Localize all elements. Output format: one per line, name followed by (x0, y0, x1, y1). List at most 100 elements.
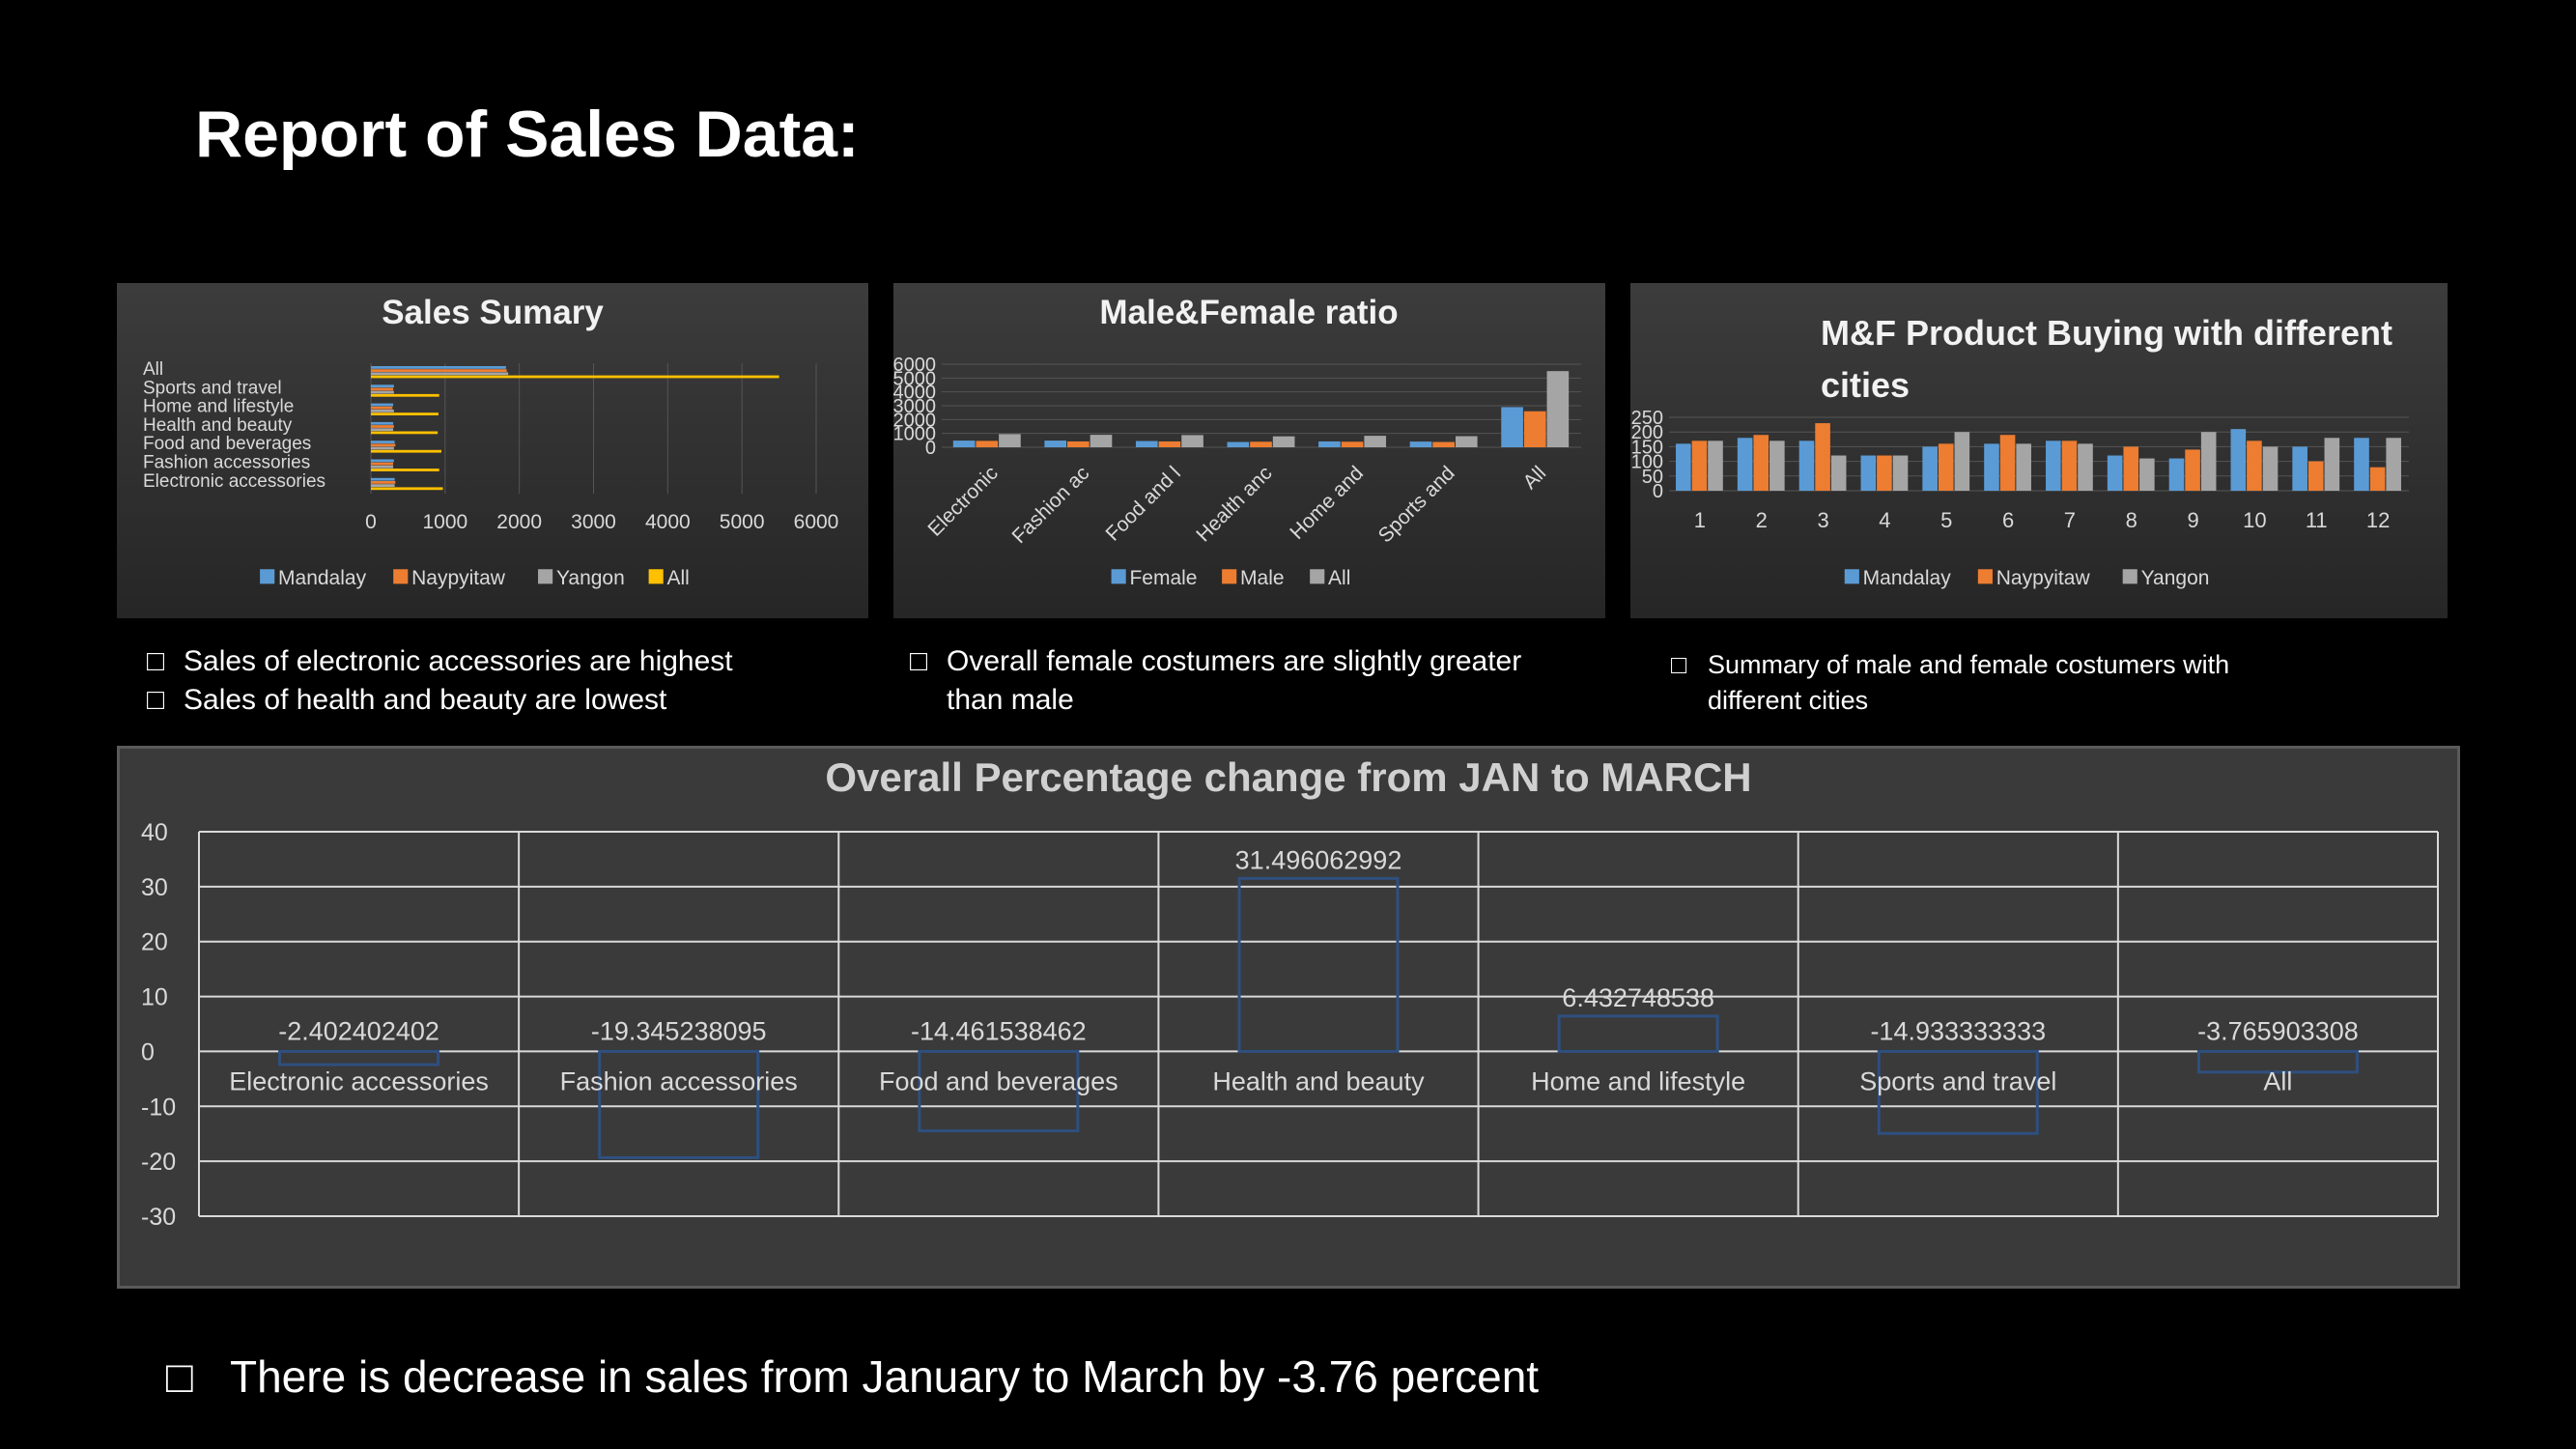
bullet-text: than male (947, 684, 1074, 716)
bar (2354, 438, 2369, 491)
y-tick-label: 20 (141, 929, 168, 956)
bullet-text: Sales of health and beauty are lowest (184, 684, 667, 716)
x-category-label: Health anc (1192, 462, 1276, 546)
bar (1860, 455, 1877, 491)
bar (1181, 435, 1203, 447)
bar (1135, 440, 1158, 447)
bar (371, 387, 394, 391)
bar (1432, 441, 1455, 447)
bar (1922, 446, 1938, 491)
bar (1364, 436, 1387, 447)
legend-label: Yangon (2141, 567, 2210, 589)
y-category-label: All (143, 359, 163, 380)
x-category-label: All (1518, 462, 1550, 494)
legend-swatch (1310, 569, 1325, 584)
x-category-label: Home and (1286, 462, 1368, 544)
bar (598, 1049, 760, 1159)
y-tick-label: 150 (1631, 437, 1663, 458)
male-female-ratio-chart: Male&Female ratio 0 1000 2000 3000 4000 5000 60… (893, 283, 1605, 618)
x-category-label: All (2263, 1066, 2292, 1095)
y-tick-label: 4000 (893, 383, 936, 404)
x-category-label: Food and l (1102, 462, 1185, 545)
percentage-change-chart: Overall Percentage change from JAN to MA… (117, 746, 2460, 1289)
bar (2168, 458, 2185, 491)
bar (1954, 432, 1970, 491)
x-category-label: Food and beverages (879, 1066, 1118, 1095)
legend-label: Male (1240, 567, 1285, 589)
legend-label: Mandalay (1863, 567, 1952, 589)
bar (1409, 441, 1432, 447)
bullets-male-female: □ Overall female costumers are slightly … (910, 642, 1521, 720)
bar (1753, 435, 1769, 491)
legend-swatch (2122, 569, 2137, 584)
bar (371, 443, 396, 447)
bar (371, 425, 394, 428)
bar (2200, 432, 2217, 491)
legend-swatch (1222, 569, 1237, 584)
data-label: -2.402402402 (278, 1016, 439, 1045)
bar (1272, 436, 1295, 447)
x-category-label: 11 (2306, 508, 2328, 532)
bar (2386, 438, 2401, 491)
bar (952, 440, 976, 447)
bar (1557, 1014, 1719, 1053)
bar (1999, 435, 2016, 491)
x-tick-label: 6000 (794, 511, 839, 533)
x-category-label: Electronic accessories (229, 1066, 489, 1095)
bar (371, 428, 394, 432)
chart-title: Overall Percentage change from JAN to MA… (825, 754, 1751, 800)
bar (1877, 455, 1892, 491)
y-category-label: Health and beauty (143, 415, 293, 436)
legend-label: Female (1129, 567, 1197, 589)
y-category-label: Home and lifestyle (143, 397, 294, 417)
bullet-glyph: □ (166, 1351, 193, 1402)
chart-title: Male&Female ratio (1099, 294, 1398, 331)
city-buying-chart: M&F Product Buying with different cities 0… (1630, 283, 2448, 618)
x-tick-label: 0 (365, 511, 377, 533)
chart-title-line: M&F Product Buying with different (1821, 313, 2392, 353)
legend-label: Naypyitaw (411, 567, 506, 589)
bullet-glyph: □ (1671, 650, 1687, 679)
bar (371, 459, 394, 463)
y-tick-label: 30 (141, 874, 168, 901)
legend-swatch (260, 569, 275, 584)
bar (1737, 438, 1753, 491)
bar (1676, 443, 1691, 491)
y-category-label: Food and beverages (143, 434, 311, 454)
bar (2196, 1049, 2359, 1074)
bar (1830, 455, 1847, 491)
bottom-summary-text: There is decrease in sales from January … (230, 1351, 1540, 1402)
bullet-item: □ Sales of electronic accessories are hi… (147, 642, 733, 681)
bar (2185, 449, 2200, 491)
bullet-item: □ Summary of male and female costumers w… (1671, 647, 2229, 683)
bar (371, 465, 394, 469)
bar (2307, 461, 2324, 491)
bar (278, 1049, 440, 1066)
bar (371, 393, 439, 397)
y-tick-label: 40 (141, 819, 168, 846)
bar (371, 421, 394, 425)
legend-label: All (1328, 567, 1350, 589)
bar (1691, 440, 1708, 491)
bar (371, 410, 394, 412)
bar (371, 462, 394, 466)
chart-title: Sales Sumary (382, 294, 604, 331)
bar (2230, 429, 2247, 491)
bar (371, 372, 509, 376)
bar (1798, 440, 1815, 491)
bullets-sales-summary: □ Sales of electronic accessories are hi… (147, 642, 733, 720)
bullet-glyph: □ (910, 645, 928, 677)
bar (999, 434, 1021, 447)
data-label: -14.933333333 (1870, 1016, 2046, 1045)
page-title: Report of Sales Data: (195, 98, 860, 171)
legend-label: Naypyitaw (1996, 567, 2091, 589)
bar (1341, 441, 1364, 447)
data-label: -3.765903308 (2197, 1016, 2359, 1045)
bar (2123, 446, 2139, 491)
bullets-city-buying: □ Summary of male and female costumers w… (1671, 647, 2229, 719)
bullet-text: different cities (1708, 686, 1869, 715)
bar (1227, 441, 1250, 447)
bar (2292, 446, 2307, 491)
bar (1318, 440, 1341, 447)
bar (371, 412, 439, 415)
